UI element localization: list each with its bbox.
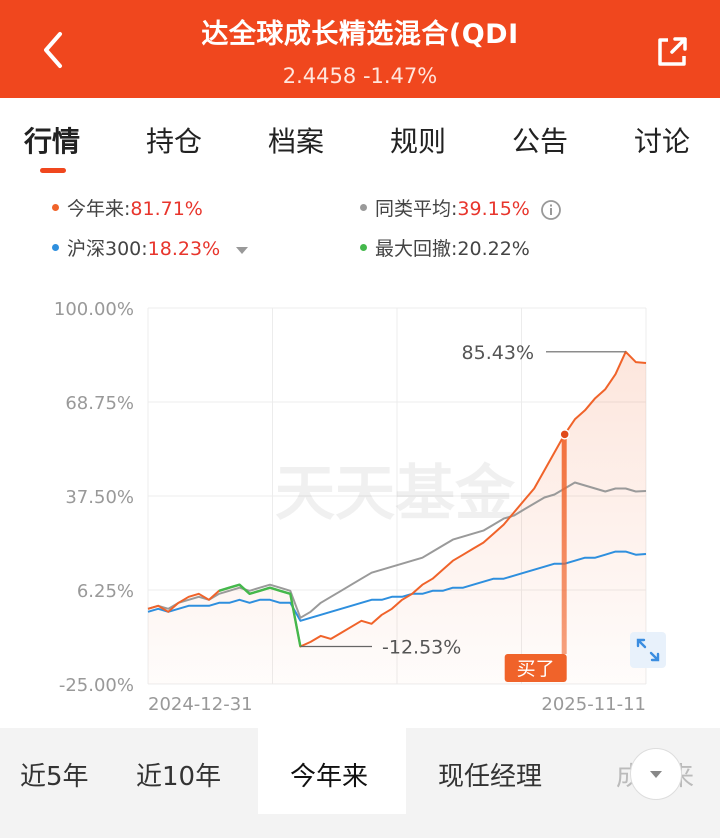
tab-rules[interactable]: 规则	[390, 125, 447, 158]
share-icon[interactable]	[654, 34, 690, 70]
app-header: 达全球成长精选混合(QDI 2.4458 -1.47%	[0, 0, 720, 98]
legend-ytd: 今年来:81.71%	[52, 194, 203, 221]
chevron-left-icon[interactable]	[34, 30, 74, 70]
tab-discussion[interactable]: 讨论	[634, 125, 691, 158]
tab-announcements[interactable]: 公告	[512, 125, 569, 158]
period-10y[interactable]: 近10年	[136, 762, 222, 792]
tab-active-indicator	[40, 168, 66, 173]
chart-card: 今年来:81.71% 同类平均:39.15% 沪深300:18.23% 最大回撤…	[0, 182, 720, 728]
y-tick-label: 68.75%	[65, 393, 134, 414]
period-selector: 近5年 近10年 今年来 现任经理 成立来	[0, 728, 720, 820]
period-5y[interactable]: 近5年	[20, 762, 89, 792]
legend-value: 39.15%	[457, 198, 530, 220]
nav-summary: 2.4458 -1.47%	[0, 64, 720, 88]
tab-profile[interactable]: 档案	[268, 125, 325, 158]
period-ytd[interactable]: 今年来	[290, 762, 369, 792]
more-periods-button[interactable]	[630, 748, 682, 800]
legend-dot	[360, 204, 367, 211]
legend-index[interactable]: 沪深300:18.23%	[52, 234, 250, 261]
legend-peer: 同类平均:39.15%	[360, 194, 562, 221]
max-annotation: 85.43%	[462, 342, 534, 364]
caret-down-icon[interactable]	[234, 244, 250, 256]
performance-chart: 100.00% 68.75% 37.50% 6.25% -25.00% 2024-12-3…	[54, 299, 647, 715]
y-tick-label: 6.25%	[77, 581, 134, 602]
period-manager[interactable]: 现任经理	[438, 762, 543, 792]
legend-value: 20.22%	[457, 238, 530, 260]
page-title: 达全球成长精选混合(QDI	[201, 19, 519, 50]
legend-drawdown: 最大回撤:20.22%	[360, 234, 530, 261]
legend-label: 今年来:	[67, 198, 131, 220]
tab-quotes[interactable]: 行情	[24, 125, 81, 158]
buy-marker-label: 买了	[517, 658, 555, 680]
main-tabs: 行情 持仓 档案 规则 公告 讨论	[0, 98, 720, 182]
y-tick-label: -25.00%	[59, 675, 134, 696]
info-icon[interactable]	[540, 199, 562, 221]
buy-marker-bar	[561, 434, 567, 654]
x-tick-label: 2025-11-11	[541, 694, 646, 715]
legend-value: 81.71%	[130, 198, 203, 220]
legend-label: 沪深300:	[67, 238, 148, 260]
nav-change: -1.47%	[362, 64, 438, 88]
legend-dot	[52, 244, 59, 251]
series-line-drawdown	[218, 583, 302, 647]
legend-dot	[52, 204, 59, 211]
legend-value: 18.23%	[147, 238, 221, 260]
y-tick-label: 100.00%	[54, 299, 134, 320]
buy-marker-badge	[504, 654, 567, 682]
y-tick-label: 37.50%	[65, 487, 134, 508]
legend-dot	[360, 244, 367, 251]
min-annotation: -12.53%	[382, 636, 461, 658]
legend-label: 同类平均:	[375, 198, 458, 220]
legend-label: 最大回撤:	[375, 238, 458, 260]
expand-icon[interactable]	[630, 632, 666, 668]
buy-marker-dot	[559, 429, 570, 440]
nav-value: 2.4458	[282, 64, 357, 88]
period-active-bg	[258, 728, 406, 814]
chevron-down-icon	[650, 771, 662, 778]
tab-holdings[interactable]: 持仓	[146, 125, 203, 158]
watermark: 天天基金	[275, 459, 516, 529]
x-tick-label: 2024-12-31	[148, 694, 253, 715]
